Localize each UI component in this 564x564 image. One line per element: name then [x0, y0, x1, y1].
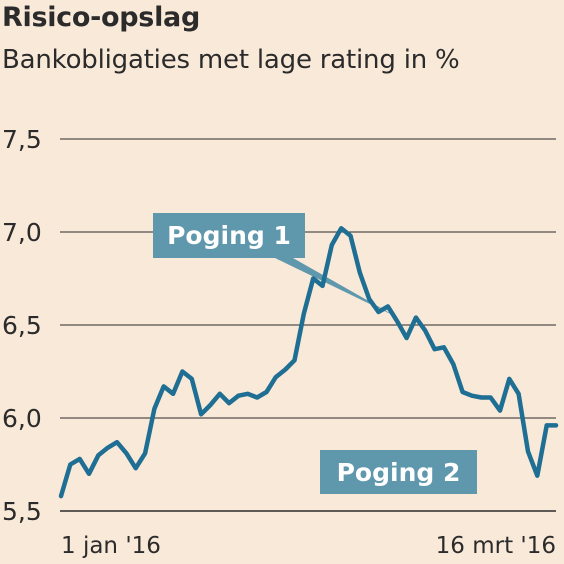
y-tick-label: 6,0	[2, 404, 42, 433]
annotation-box	[153, 213, 305, 258]
y-tick-label: 7,5	[2, 125, 42, 154]
chart-title: Risico-opslag	[2, 2, 200, 33]
x-tick-label: 16 mrt '16	[436, 533, 556, 559]
y-tick-label: 5,5	[2, 497, 42, 526]
annotation-pointer	[275, 258, 398, 318]
annotation-label: Poging 2	[337, 458, 461, 487]
y-tick-label: 6,5	[2, 311, 42, 340]
annotation-label: Poging 1	[167, 221, 291, 250]
chart-subtitle: Bankobligaties met lage rating in %	[2, 45, 460, 75]
annotation-box	[320, 450, 477, 494]
y-tick-label: 7,0	[2, 218, 42, 247]
series-line	[58, 226, 559, 499]
x-tick-label: 1 jan '16	[61, 533, 161, 559]
